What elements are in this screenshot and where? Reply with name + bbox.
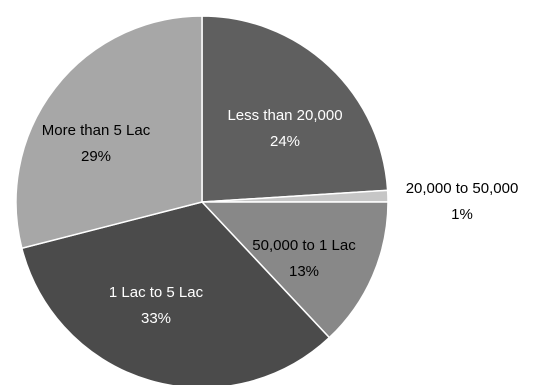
pie-slices — [15, 15, 389, 385]
slice-percent-0: 24% — [270, 133, 300, 150]
slice-percent-1: 1% — [451, 206, 473, 223]
pie-slice-50-000-to-1-lac — [200, 201, 389, 339]
slice-label-3: 1 Lac to 5 Lac — [109, 284, 204, 301]
slice-label-1: 20,000 to 50,000 — [406, 180, 519, 197]
pie-slice-more-than-5-lac — [15, 15, 203, 250]
pie-slice-less-than-20-000 — [201, 15, 389, 203]
slice-percent-4: 29% — [81, 148, 111, 165]
slice-percent-3: 33% — [141, 310, 171, 327]
pie-slice-1-lac-to-5-lac — [20, 201, 331, 385]
pie-labels: Less than 20,000 24% 20,000 to 50,000 1% 50,… — [42, 107, 519, 327]
slice-label-2: 50,000 to 1 Lac — [252, 237, 356, 254]
slice-label-4: More than 5 Lac — [42, 122, 151, 139]
slice-label-0: Less than 20,000 — [227, 107, 342, 124]
slice-percent-2: 13% — [289, 263, 319, 280]
